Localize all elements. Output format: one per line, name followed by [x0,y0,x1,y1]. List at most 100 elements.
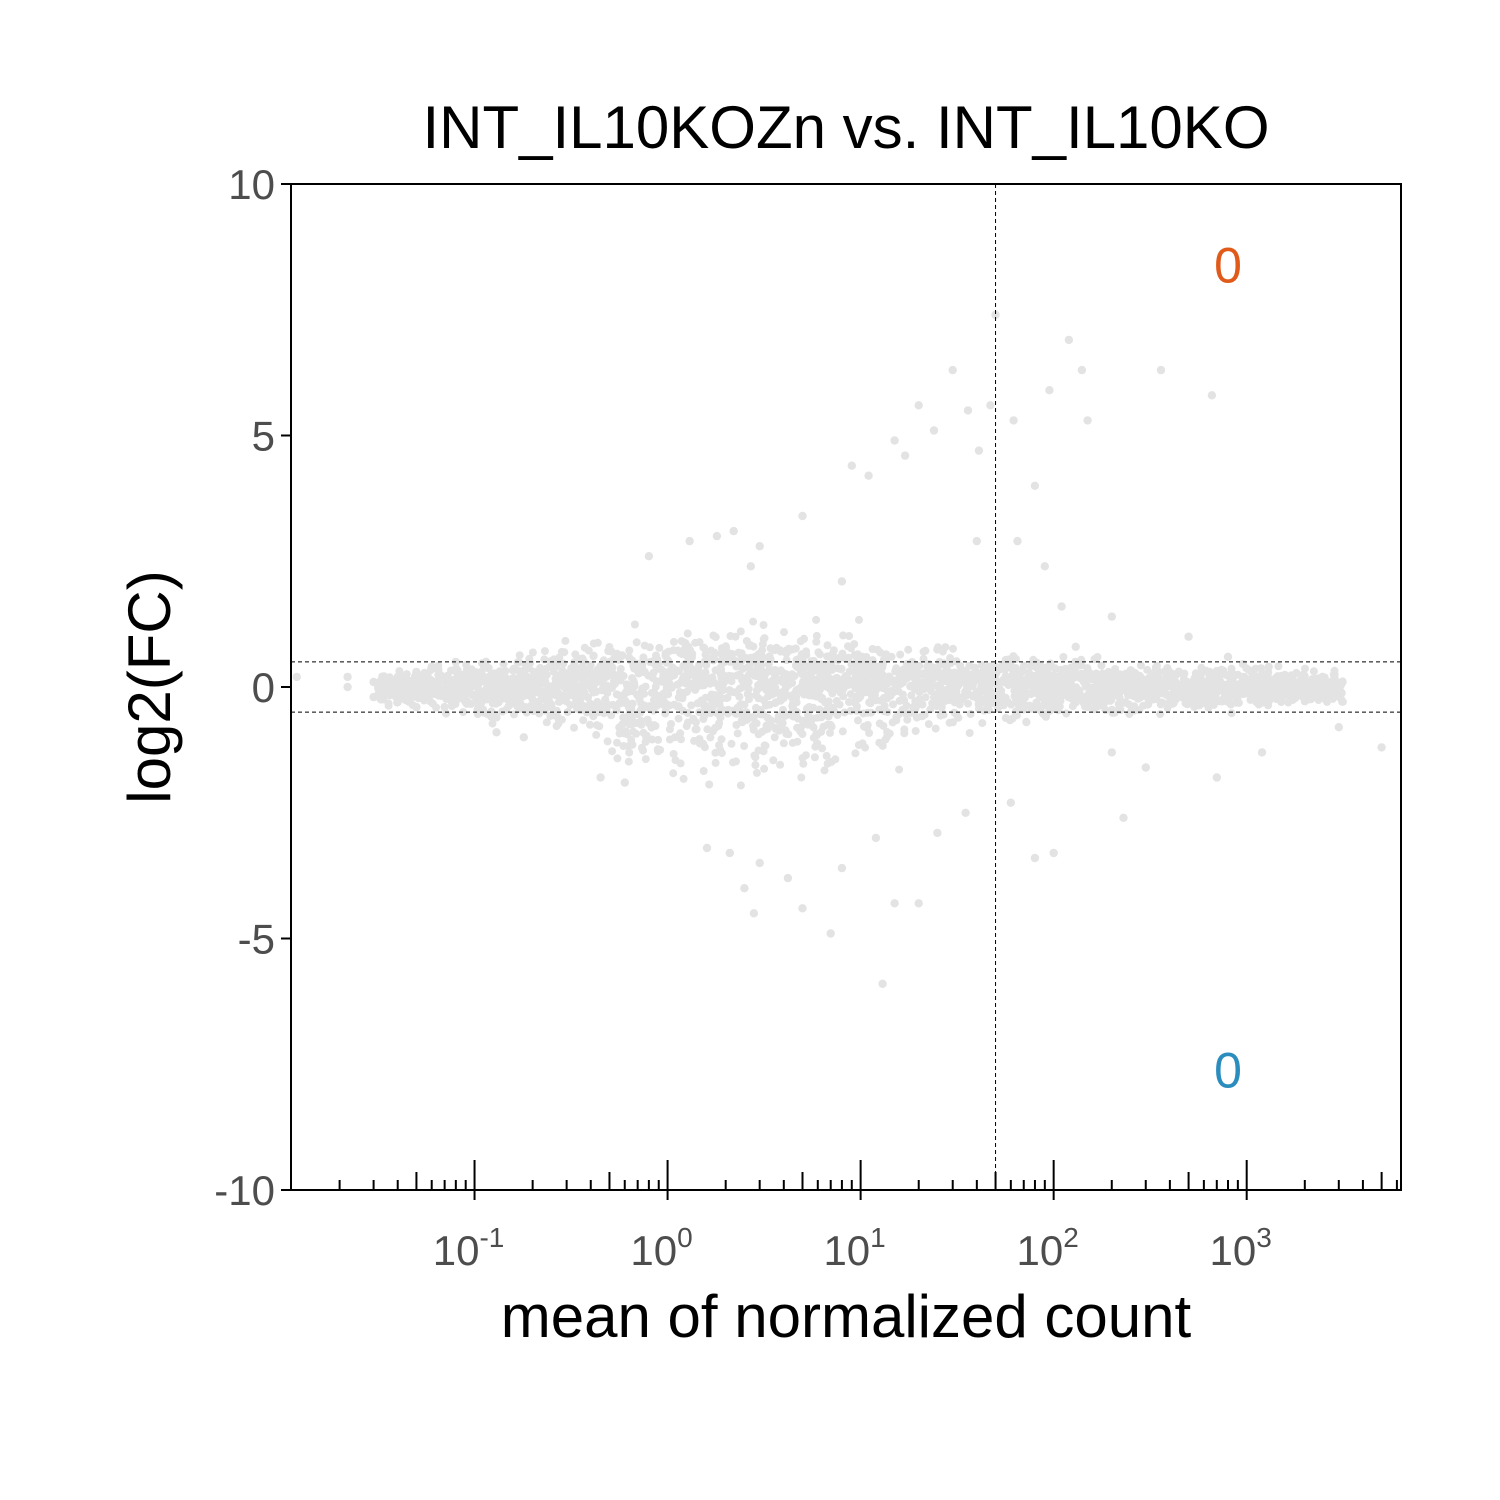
cloud-point [1028,673,1037,682]
cloud-point [1227,709,1236,718]
cloud-point [525,664,534,673]
cloud-point [867,708,876,717]
cloud-point [985,689,994,698]
cloud-point [619,742,628,750]
x-tick-exponent: 1 [870,1222,886,1253]
cloud-point [664,690,673,699]
cloud-point [781,670,790,679]
cloud-point [638,660,647,669]
cloud-point [570,723,578,732]
chart-title: INT_IL10KOZn vs. INT_IL10KO [422,94,1269,161]
cloud-point [1097,661,1106,670]
cloud-point [1227,664,1236,673]
data-point [933,828,942,838]
data-point [1013,536,1022,546]
data-point [1377,743,1386,752]
cloud-point [833,711,842,719]
cloud-point [764,667,773,676]
cloud-point [1141,683,1149,692]
x-tick-label: 10-1 [433,1222,505,1274]
cloud-point [663,668,672,677]
cloud-point [481,677,490,685]
cloud-point [839,692,848,701]
cloud-point [854,716,862,725]
cloud-point [1171,691,1180,700]
reference-lines [291,184,1401,1190]
cloud-point [752,691,760,700]
x-tick-label: 100 [630,1222,692,1274]
data-point [972,536,981,546]
cloud-point [935,673,944,682]
cloud-point [675,667,683,675]
cloud-point [699,767,708,775]
cloud-point [554,719,563,728]
cloud-point [852,706,861,715]
cloud-point [1144,675,1153,684]
data-point [1049,848,1058,858]
cloud-point [525,654,534,663]
cloud-point [554,688,562,697]
cloud-point [985,706,993,715]
cloud-point [861,688,870,697]
cloud-point [736,781,745,790]
cloud-point [714,722,723,730]
cloud-point [779,739,788,748]
cloud-point [1251,680,1260,689]
cloud-point [683,629,692,638]
cloud-point [509,696,518,705]
cloud-point [945,680,954,689]
cloud-point [857,675,866,684]
cloud-point [829,703,838,712]
x-tick-base: 10 [630,1227,677,1274]
data-point [519,733,528,742]
cloud-point [1143,700,1152,709]
data-point [1045,386,1054,395]
cloud-point [727,739,736,748]
cloud-point [1108,708,1117,717]
cloud-point [869,673,878,682]
cloud-point [1278,691,1287,700]
cloud-point [873,679,882,688]
cloud-point [396,680,405,689]
cloud-point [978,719,987,728]
cloud-point [726,632,735,640]
cloud-point [865,729,874,737]
cloud-point [603,737,612,746]
cloud-point [451,678,460,687]
cloud-point [828,689,837,698]
data-point [427,662,436,672]
data-point [702,843,712,853]
cloud-point [1124,700,1133,709]
y-axis: 10 5 0 -5 -10 [214,161,291,1214]
cloud-point [746,657,755,666]
cloud-point [590,681,598,690]
cloud-point [832,673,841,682]
cloud-point [801,751,810,760]
cloud-point [861,743,870,752]
cloud-point [1242,664,1251,673]
cloud-point [894,687,903,696]
cloud-point [691,638,700,647]
cloud-point [445,692,454,701]
cloud-point [1051,664,1060,673]
cloud-point [760,764,769,773]
cloud-point [1332,688,1341,697]
cloud-point [875,662,884,671]
cloud-point [831,755,840,764]
cloud-point [838,727,847,736]
cloud-point [570,661,579,670]
cloud-point [616,699,624,708]
data-point [948,365,957,375]
cloud-point [557,647,566,656]
cloud-point [1207,690,1216,699]
cloud-point [616,664,625,673]
cloud-point [687,701,696,710]
cloud-point [670,733,679,742]
cloud-point [596,666,605,675]
cloud-point [882,655,890,664]
cloud-point [900,696,909,705]
cloud-point [669,750,678,758]
cloud-point [1075,673,1084,682]
data-point [596,773,605,782]
cloud-point [722,650,731,659]
